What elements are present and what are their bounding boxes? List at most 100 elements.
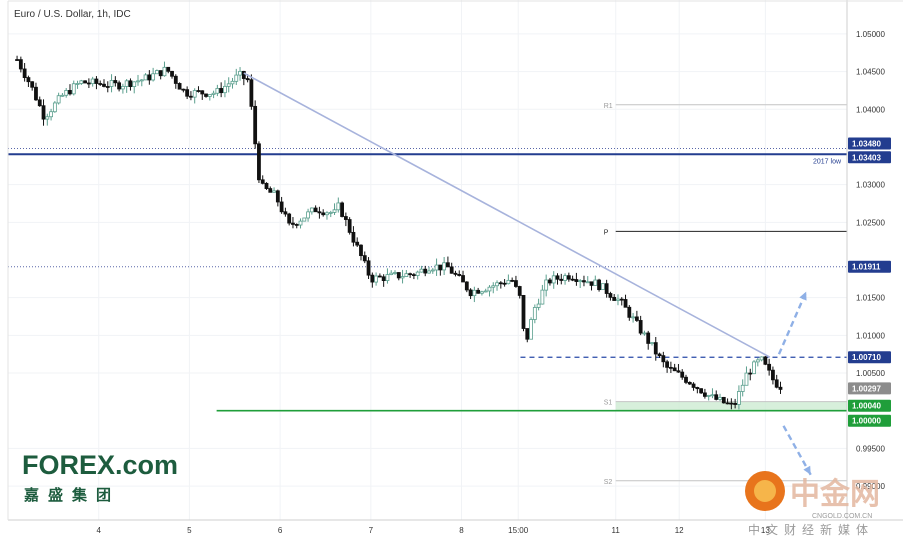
- candle-body: [483, 290, 488, 293]
- candle-body: [634, 316, 639, 321]
- candle-body: [612, 296, 617, 301]
- candle-body: [366, 260, 371, 276]
- candle-body: [22, 68, 27, 78]
- candle-body: [257, 143, 261, 181]
- candle-body: [124, 80, 129, 87]
- candle-body: [207, 94, 212, 97]
- candle-body: [702, 392, 707, 397]
- candle-body: [755, 359, 760, 363]
- price-tag-bg: [848, 382, 891, 395]
- downtrend-line: [243, 72, 771, 358]
- candle-body: [714, 394, 719, 400]
- candle-body: [434, 264, 439, 271]
- candles-layer: [15, 55, 783, 410]
- candle-body: [748, 372, 753, 375]
- candle-body: [321, 212, 326, 216]
- scenario-arrow-up: [777, 291, 808, 355]
- candle-body: [313, 207, 318, 213]
- candle-body: [585, 281, 590, 284]
- candle-body: [498, 282, 503, 285]
- candle-body: [238, 70, 242, 76]
- candle-body: [147, 74, 152, 81]
- candle-body: [102, 83, 106, 87]
- candle-body: [529, 319, 533, 340]
- candle-body: [294, 224, 299, 226]
- candle-body: [151, 73, 156, 81]
- candle-body: [298, 220, 303, 226]
- candle-body: [60, 94, 65, 97]
- candle-body: [230, 80, 235, 85]
- candle-body: [393, 272, 397, 274]
- time-tick-label: 6: [278, 526, 283, 535]
- candle-body: [718, 396, 722, 400]
- time-tick-label: 5: [187, 526, 192, 535]
- candle-body: [510, 279, 515, 282]
- candle-body: [604, 283, 609, 294]
- candle-body: [661, 355, 666, 363]
- candle-body: [268, 188, 273, 193]
- candle-body: [26, 77, 31, 83]
- price-axis[interactable]: 1.05000 1.04500 1.04000 1.03000 1.02500 1.015…: [856, 30, 885, 491]
- candle-body: [359, 244, 363, 257]
- candle-body: [597, 279, 601, 291]
- candle-body: [427, 270, 431, 274]
- candle-body: [275, 190, 280, 203]
- candle-body: [98, 83, 103, 85]
- candle-body: [15, 59, 19, 61]
- candle-body: [691, 383, 696, 388]
- candle-body: [684, 376, 688, 383]
- candle-body: [721, 396, 726, 404]
- candle-body: [215, 88, 220, 94]
- candle-body: [570, 278, 575, 281]
- candle-body: [744, 372, 749, 386]
- candle-body: [759, 356, 764, 361]
- candle-body: [226, 83, 231, 87]
- candle-body: [487, 286, 492, 292]
- candle-body: [389, 272, 394, 276]
- candle-body: [309, 207, 314, 213]
- candle-body: [306, 211, 310, 219]
- candle-body: [370, 274, 375, 283]
- candle-body: [461, 275, 465, 283]
- candle-body: [514, 280, 518, 287]
- candle-body: [155, 70, 159, 75]
- price-tag-label: 1.00040: [852, 402, 881, 411]
- candle-body: [589, 281, 594, 286]
- candle-body: [86, 82, 91, 85]
- candle-body: [616, 298, 620, 301]
- trendline-layer: [243, 72, 771, 358]
- candle-body: [608, 293, 613, 298]
- candle-body: [457, 273, 462, 276]
- candle-body: [642, 332, 647, 335]
- candle-body: [733, 402, 738, 405]
- candle-body: [185, 89, 190, 97]
- price-tag-label: 1.03403: [852, 153, 881, 162]
- candle-body: [264, 182, 269, 189]
- candle-body: [52, 102, 57, 113]
- candle-body: [302, 217, 307, 222]
- candle-body: [771, 369, 775, 381]
- cngold-url: CNGOLD.COM.CN: [812, 513, 872, 520]
- price-tag-bg: [848, 414, 891, 427]
- candle-body: [408, 273, 413, 276]
- candle-body: [272, 190, 276, 193]
- price-tags: 1.03480 1.03403 1.01911 1.00710 1.00297 1.000…: [848, 137, 891, 427]
- candle-body: [260, 179, 265, 184]
- candle-body: [657, 353, 662, 357]
- candle-body: [665, 361, 670, 368]
- pivot-label-s2: S2: [604, 479, 613, 486]
- candle-body: [495, 282, 499, 287]
- price-tag-bg: [848, 260, 891, 273]
- candle-body: [396, 272, 401, 279]
- candle-body: [343, 216, 348, 220]
- candle-body: [170, 70, 174, 77]
- time-axis[interactable]: 4 5 6 7 8 15:00 11 12 13: [96, 526, 770, 535]
- candle-body: [68, 90, 72, 95]
- candle-body: [18, 59, 23, 70]
- candle-body: [763, 356, 768, 365]
- candle-body: [525, 328, 530, 340]
- candle-body: [241, 70, 246, 79]
- candle-body: [774, 379, 779, 388]
- candle-body: [555, 275, 560, 280]
